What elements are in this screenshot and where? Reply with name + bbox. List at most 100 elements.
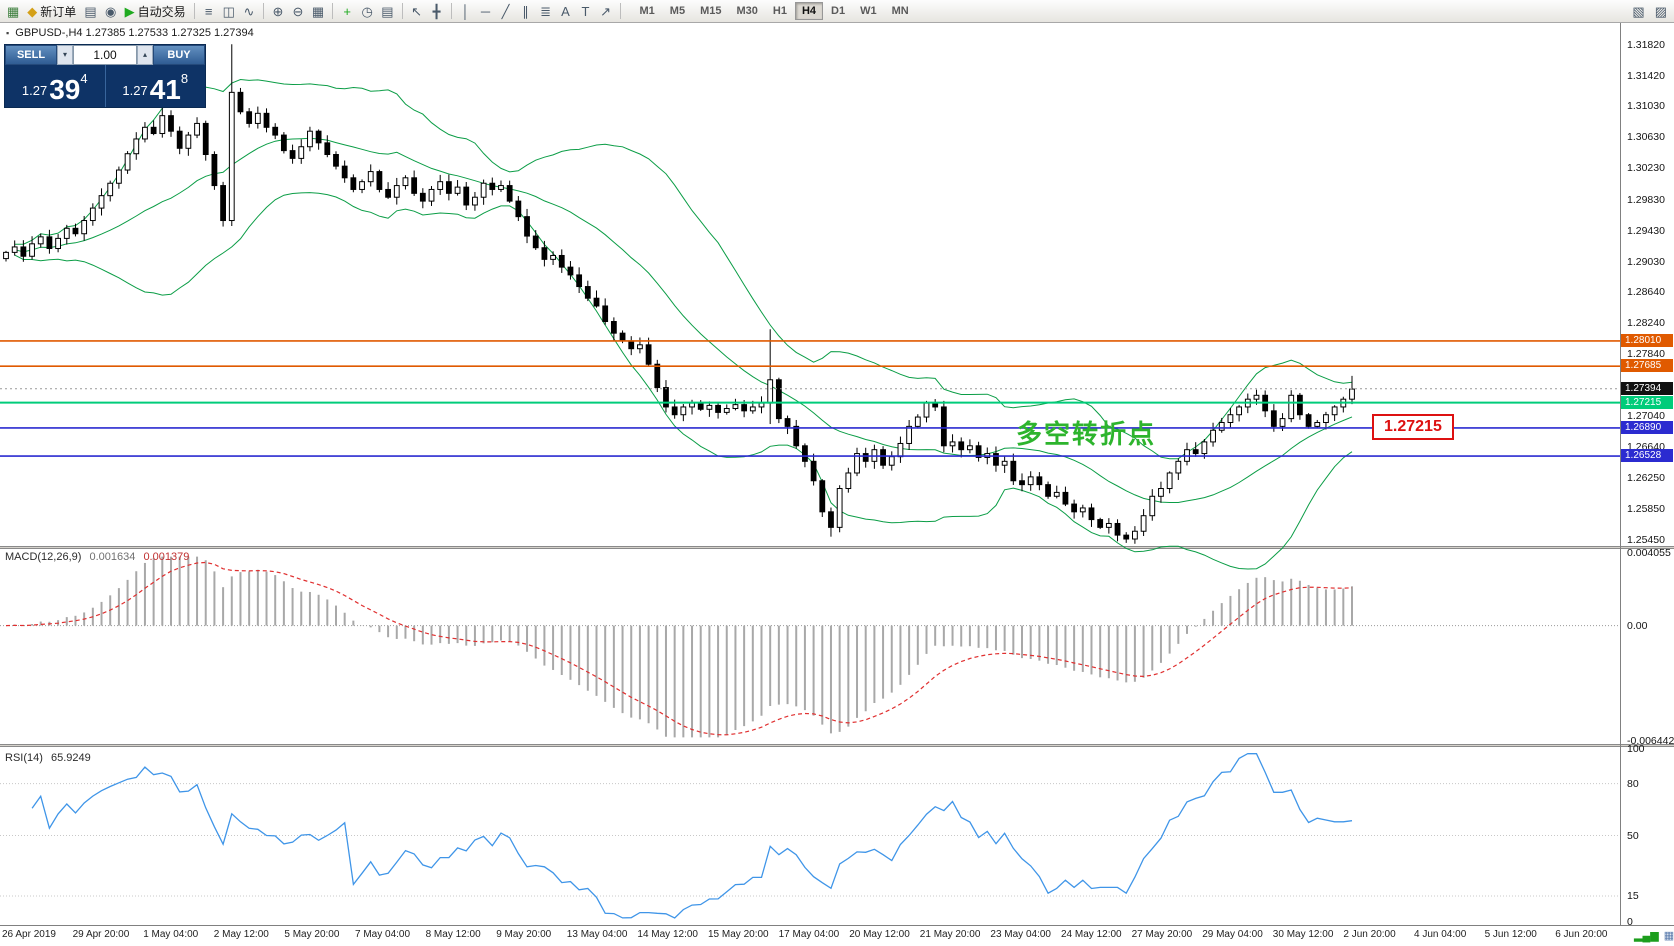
- text-icon[interactable]: A: [556, 1, 576, 21]
- time-axis-label: 21 May 20:00: [919, 929, 981, 940]
- price-tag-1.26890: 1.26890: [1621, 420, 1673, 434]
- rsi-axis-label: 50: [1627, 829, 1639, 842]
- time-axis-label: 9 May 20:00: [496, 929, 552, 940]
- time-axis-label: 24 May 12:00: [1061, 929, 1122, 940]
- horizontal-line-icon: ─: [480, 3, 491, 19]
- lot-size-input[interactable]: [73, 45, 137, 65]
- price-axis-tick: 1.25850: [1627, 502, 1665, 515]
- alerts-icon[interactable]: ◉: [101, 1, 121, 21]
- timeframe-button-m15[interactable]: M15: [693, 2, 728, 20]
- macd-axis-label: 0.00: [1627, 619, 1648, 632]
- one-click-trading-panel: SELL ▾ ▴ BUY 1.27 39 4 1.27 41 8: [4, 44, 206, 108]
- connection-status-icon: ▂▄▆: [1634, 930, 1659, 942]
- crosshair-icon[interactable]: ╋: [427, 1, 447, 21]
- toolbar-right-icons: ▧ ▨: [1628, 1, 1671, 21]
- bar-chart-icon[interactable]: ≡: [199, 1, 219, 21]
- new-chart-icon[interactable]: ▦: [3, 1, 23, 21]
- crosshair-icon: ╋: [432, 3, 441, 19]
- fibonacci-icon[interactable]: ≣: [536, 1, 556, 21]
- macd-axis-label: -0.006442: [1627, 735, 1674, 747]
- tile-windows-icon: ▦: [311, 3, 325, 19]
- toolbar-separator: [619, 3, 621, 19]
- text-label-icon: T: [581, 3, 590, 19]
- cursor-icon: ↖: [411, 3, 422, 19]
- timeframe-button-m5[interactable]: M5: [663, 2, 692, 20]
- terminal-toggle-icon[interactable]: ▨: [1651, 1, 1671, 21]
- price-axis-tick: 1.31820: [1627, 38, 1665, 51]
- new-order-button[interactable]: ◆ 新订单: [23, 1, 80, 21]
- price-axis-tick: 1.27040: [1627, 410, 1665, 423]
- time-axis-label: 20 May 12:00: [849, 929, 910, 940]
- indicators-icon[interactable]: +: [337, 1, 357, 21]
- timeframe-button-d1[interactable]: D1: [824, 2, 852, 20]
- tile-windows-icon[interactable]: ▦: [308, 1, 328, 21]
- candlestick-chart-icon[interactable]: ◫: [219, 1, 239, 21]
- rsi-value: 65.9249: [50, 752, 91, 764]
- sell-price-main: 39: [49, 74, 81, 106]
- timeframe-button-h4[interactable]: H4: [794, 2, 824, 20]
- buy-button[interactable]: BUY: [153, 45, 205, 65]
- channel-icon[interactable]: ∥: [516, 1, 536, 21]
- chart-profiles-icon[interactable]: ▤: [80, 1, 100, 21]
- line-chart-icon[interactable]: ∿: [239, 1, 259, 21]
- chart-annotation-text: 多空转折点: [1016, 419, 1157, 449]
- timeframe-button-w1[interactable]: W1: [853, 2, 884, 20]
- price-tag-1.28010: 1.28010: [1621, 333, 1673, 347]
- bar-chart-icon: ≡: [204, 3, 213, 19]
- buy-price[interactable]: 1.27 41 8: [106, 65, 206, 107]
- toolbar-separator: [262, 3, 264, 19]
- price-axis-tick: 1.29030: [1627, 255, 1665, 268]
- price-tag-1.27685: 1.27685: [1621, 359, 1673, 373]
- autotrade-button[interactable]: ▶ 自动交易: [121, 1, 190, 21]
- panel-frames: [0, 22, 1674, 926]
- zoom-out-icon[interactable]: ⊖: [288, 1, 308, 21]
- lot-increase-button[interactable]: ▴: [137, 45, 153, 65]
- chart-ohlc-readout: ▪ GBPUSD-,H4 1.27385 1.27533 1.27325 1.2…: [6, 27, 254, 39]
- price-axis-tick: 1.25450: [1627, 533, 1665, 546]
- price-axis-tick: 1.27840: [1627, 348, 1665, 361]
- periods-icon[interactable]: ◷: [357, 1, 377, 21]
- buy-price-main: 41: [149, 74, 181, 106]
- trendline-icon: ╱: [501, 3, 510, 19]
- buy-price-prefix: 1.27: [122, 83, 148, 98]
- cursor-icon[interactable]: ↖: [407, 1, 427, 21]
- timeframe-button-m30[interactable]: M30: [729, 2, 764, 20]
- time-axis-label: 29 May 04:00: [1202, 929, 1263, 940]
- trendline-icon[interactable]: ╱: [496, 1, 516, 21]
- lot-decrease-button[interactable]: ▾: [57, 45, 73, 65]
- toolbar-separator: [332, 3, 334, 19]
- chart-canvas[interactable]: [0, 22, 1674, 946]
- time-axis-label: 1 May 04:00: [143, 929, 199, 940]
- macd-plot: [0, 556, 1620, 738]
- text-label-icon[interactable]: T: [576, 1, 596, 21]
- timeframe-button-mn[interactable]: MN: [885, 2, 916, 20]
- price-levels: [0, 340, 1620, 457]
- sell-price-pipette: 4: [80, 71, 88, 86]
- periods-icon: ◷: [361, 3, 373, 19]
- macd-title: MACD(12,26,9): [5, 551, 82, 563]
- timeframe-button-m1[interactable]: M1: [633, 2, 662, 20]
- timeframe-button-h1[interactable]: H1: [766, 2, 794, 20]
- fibonacci-icon: ≣: [540, 3, 551, 19]
- text-icon: A: [561, 3, 570, 19]
- bollinger-bands: [14, 78, 1353, 570]
- templates-icon[interactable]: ▤: [377, 1, 397, 21]
- arrow-tool-icon[interactable]: ↗: [596, 1, 616, 21]
- toolbar-buttons: ▦ ◆ 新订单 ▤ ◉ ▶ 自动交易 ≡ ◫ ∿ ⊕ ⊖ ▦ + ◷ ▤ ↖ ╋ │ ─ ╱ ∥ ≣ A T ↗: [3, 1, 625, 21]
- sell-price[interactable]: 1.27 39 4: [5, 65, 106, 107]
- toolbar: ▦ ◆ 新订单 ▤ ◉ ▶ 自动交易 ≡ ◫ ∿ ⊕ ⊖ ▦ + ◷ ▤ ↖ ╋ │ ─ ╱ ∥ ≣ A T ↗ M1 M5 M15 M…: [0, 0, 1674, 23]
- zoom-in-icon[interactable]: ⊕: [268, 1, 288, 21]
- buy-price-pipette: 8: [180, 71, 189, 86]
- vertical-line-icon[interactable]: │: [456, 1, 476, 21]
- price-axis-tick: 1.29830: [1627, 193, 1665, 206]
- sell-button[interactable]: SELL: [5, 45, 57, 65]
- horizontal-line-icon[interactable]: ─: [476, 1, 496, 21]
- market-watch-toggle-icon[interactable]: ▧: [1628, 1, 1648, 21]
- new-order-button-icon: ◆: [27, 3, 38, 19]
- time-axis-label: 27 May 20:00: [1131, 929, 1193, 940]
- macd-main-value: 0.001634: [89, 551, 136, 563]
- time-axis-label: 26 Apr 2019: [2, 929, 56, 940]
- candlestick-chart-icon: ◫: [222, 3, 235, 19]
- zoom-in-icon: ⊕: [272, 3, 284, 19]
